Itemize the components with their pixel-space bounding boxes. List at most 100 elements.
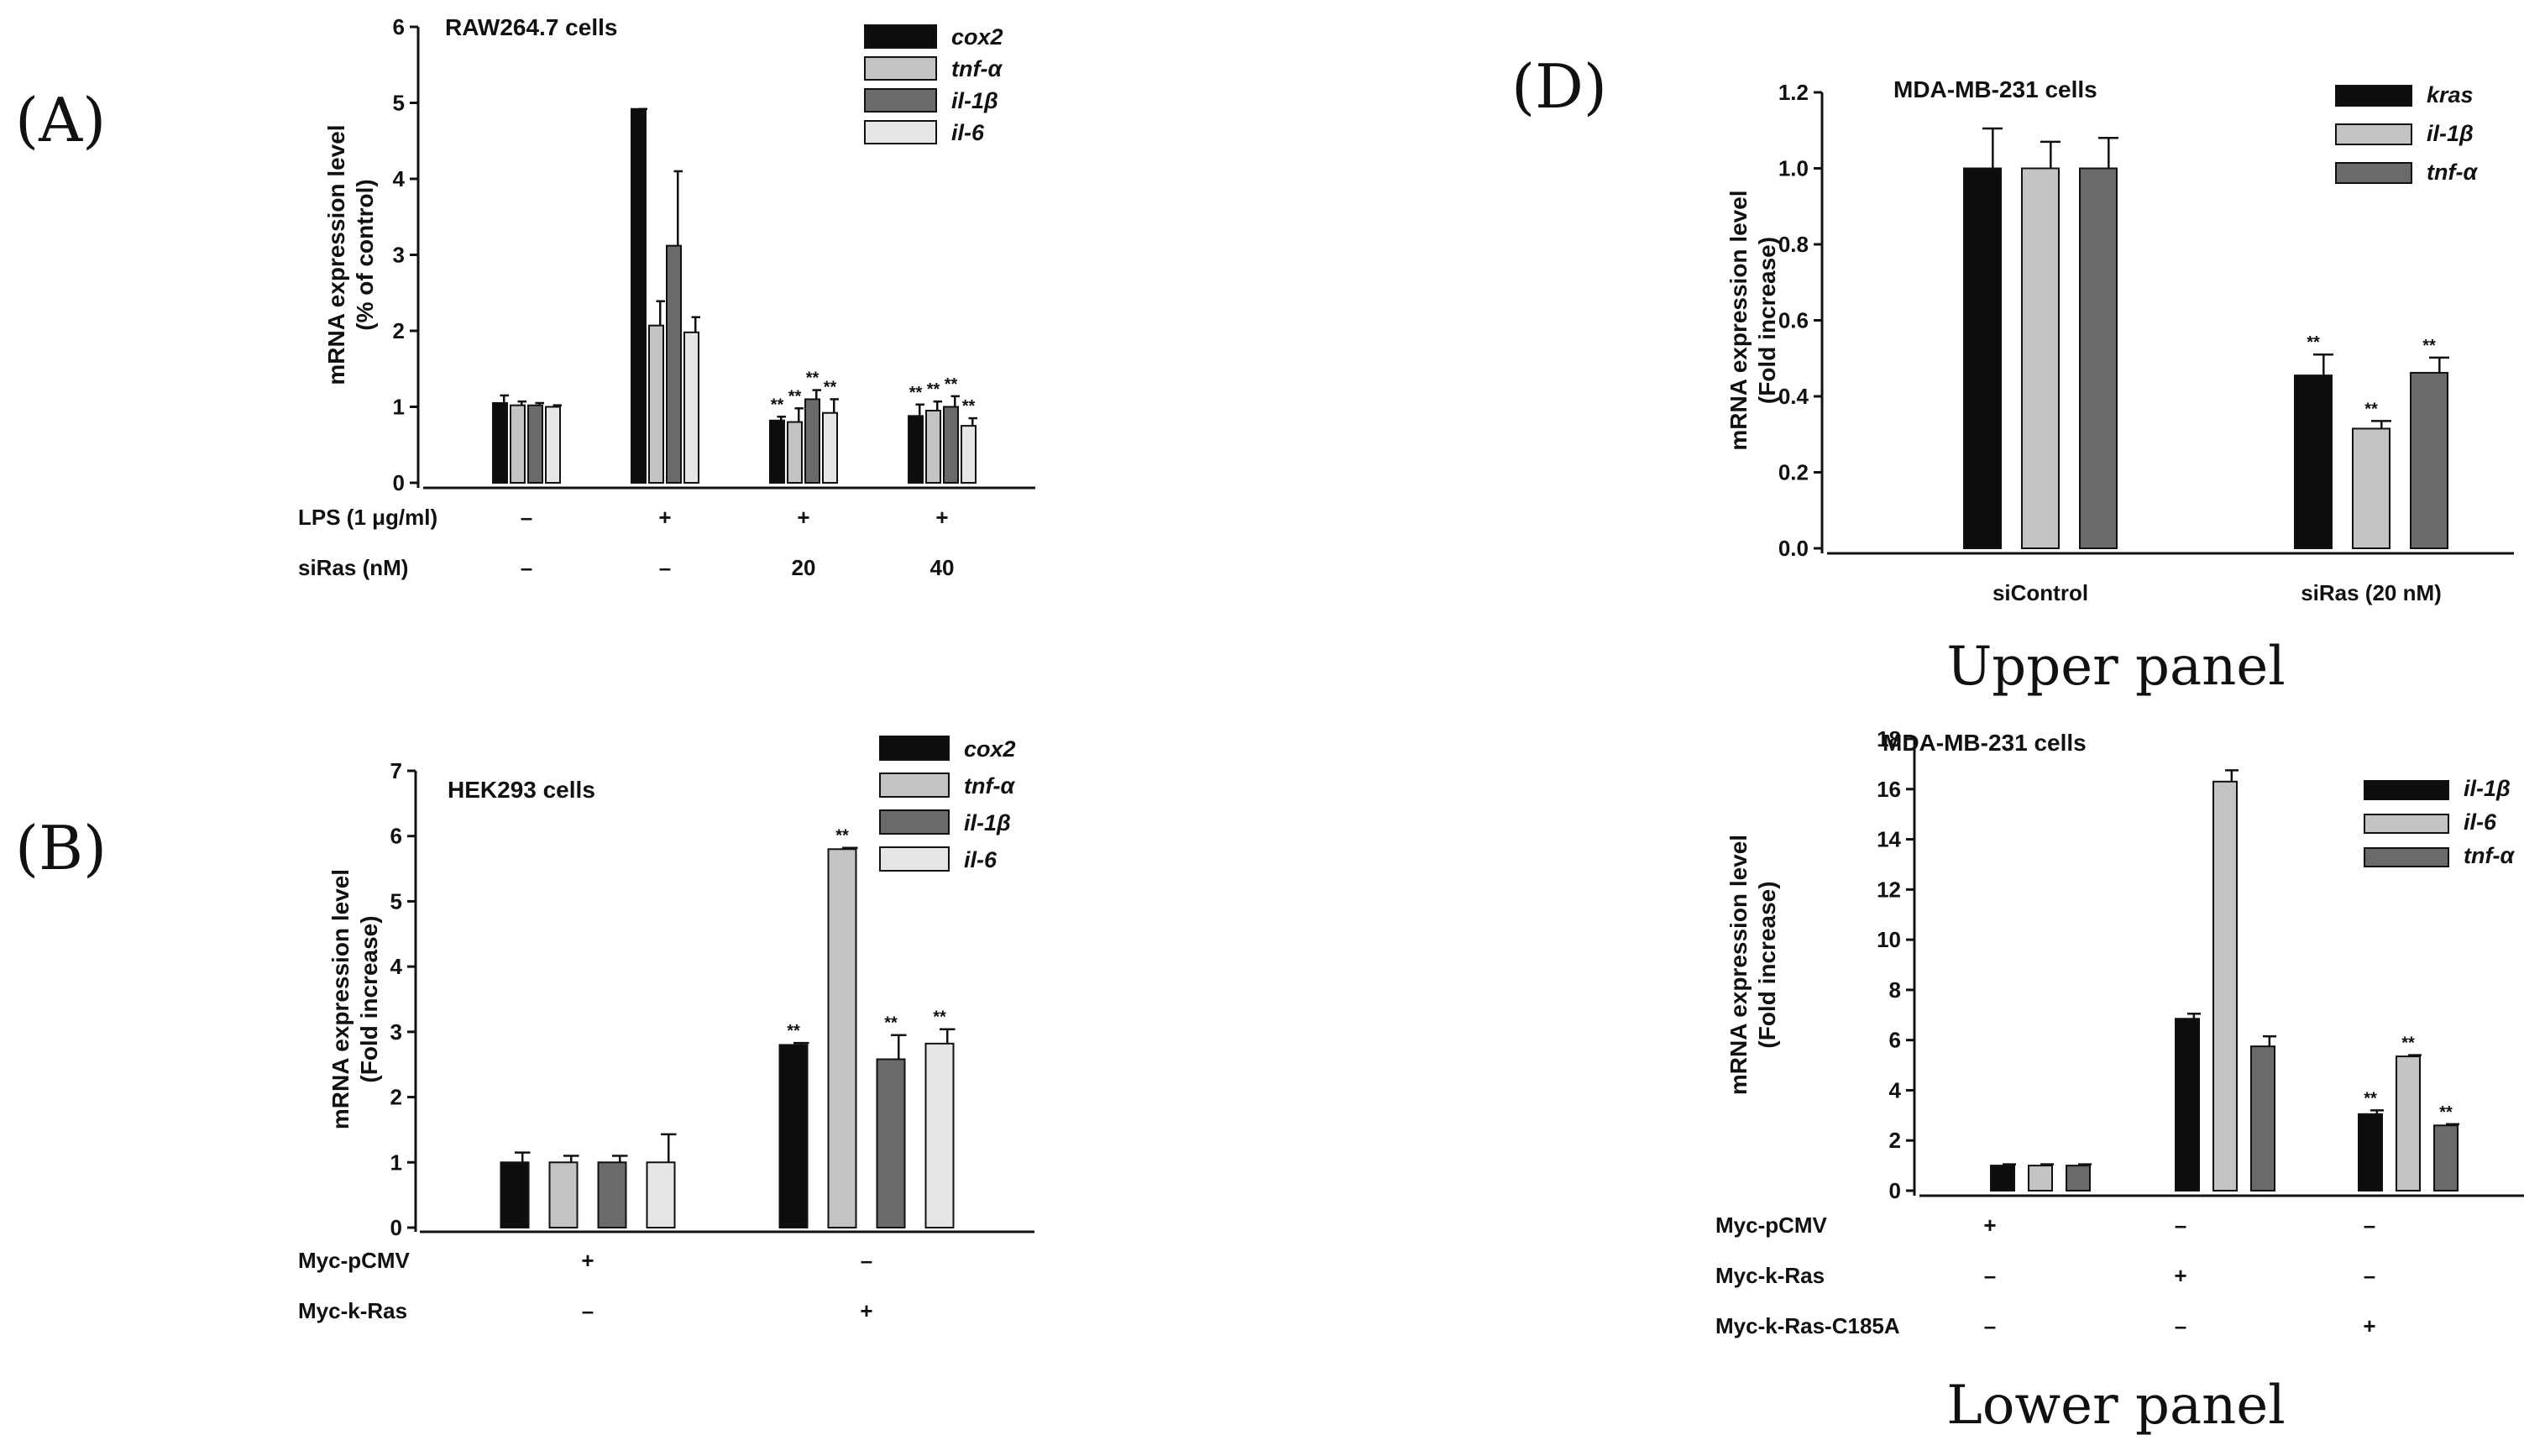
condition-cell: –	[861, 1248, 872, 1273]
legend-swatch	[879, 809, 950, 835]
y-tick-label: 1.2	[1778, 80, 1809, 105]
bar-il-1--1	[2175, 1018, 2200, 1192]
panel-letter-a: (A)	[15, 85, 106, 155]
bar-il-1--0	[597, 1161, 627, 1229]
significance-stars: **	[788, 387, 802, 406]
legend-swatch	[879, 773, 950, 798]
bar-tnf--1	[648, 324, 664, 484]
condition-cell: –	[2364, 1263, 2375, 1288]
bar-il-6-0	[646, 1161, 676, 1229]
y-tick-label: 12	[1877, 877, 1901, 902]
y-tick-label: 2	[393, 318, 405, 343]
bar-il-1--0	[1990, 1165, 2015, 1192]
condition-cell: 20	[792, 555, 816, 580]
bar-tnf--1	[2250, 1045, 2275, 1192]
legend-label: kras	[2427, 82, 2474, 107]
bar-il-6-3	[961, 425, 977, 484]
caption-upper-panel: Upper panel	[1946, 636, 2285, 698]
bar-tnf--0	[2066, 1165, 2091, 1192]
y-tick-label: 14	[1877, 827, 1901, 852]
bar-il-1--2	[804, 398, 820, 484]
condition-label: Myc-k-Ras	[298, 1298, 407, 1323]
y-tick-label: 4	[393, 166, 406, 191]
legend-label: tnf-α	[2427, 160, 2478, 185]
y-tick-label: 6	[1889, 1028, 1901, 1053]
legend-label: cox2	[951, 24, 1003, 50]
bar-tnf--2	[787, 421, 803, 484]
y-tick-label: 1	[393, 395, 405, 420]
y-axis-title: mRNA expression level	[1725, 835, 1752, 1095]
condition-label: Myc-pCMV	[298, 1248, 411, 1273]
y-tick-label: 2	[1889, 1128, 1901, 1153]
bar-il-1--2	[2358, 1113, 2383, 1192]
y-axis-title: mRNA expression level	[323, 124, 349, 385]
y-tick-label: 6	[393, 14, 405, 39]
significance-stars: **	[2307, 333, 2320, 352]
legend-swatch	[2364, 780, 2449, 800]
condition-label: Myc-pCMV	[1715, 1212, 1828, 1238]
chart-title: HEK293 cells	[448, 777, 595, 803]
legend-swatch	[2335, 123, 2412, 145]
bar-il-1--3	[943, 406, 959, 484]
condition-cell: –	[1984, 1313, 1996, 1338]
y-tick-label: 0	[390, 1215, 402, 1240]
condition-cell: +	[2174, 1263, 2186, 1288]
y-tick-label: 16	[1877, 777, 1901, 802]
legend-swatch	[2335, 85, 2412, 107]
condition-cell: –	[2364, 1212, 2375, 1238]
bar-cox2-2	[769, 419, 785, 484]
y-axis-subtitle: (% of control)	[352, 179, 378, 330]
legend-swatch	[2364, 847, 2449, 867]
condition-cell: +	[797, 505, 809, 530]
y-tick-label: 0.0	[1778, 536, 1809, 561]
y-tick-label: 7	[390, 758, 402, 783]
y-axis-subtitle: (Fold increase)	[1754, 237, 1780, 404]
y-tick-label: 0	[393, 470, 405, 495]
bar-tnf--1	[2410, 371, 2448, 549]
condition-cell: 40	[930, 555, 955, 580]
condition-cell: –	[582, 1298, 594, 1323]
y-tick-label: 4	[1889, 1077, 1902, 1102]
condition-label: siRas (nM)	[298, 555, 408, 580]
legend-label: tnf-α	[2464, 843, 2515, 868]
y-tick-label: 0	[1889, 1178, 1901, 1203]
bar-kras-0	[1963, 167, 2002, 549]
bar-il-6-0	[2028, 1165, 2053, 1192]
legend-label: il-1β	[964, 810, 1011, 835]
significance-stars: **	[2422, 337, 2436, 355]
condition-cell: –	[521, 505, 532, 530]
panel-letter-b: (B)	[15, 813, 107, 883]
significance-stars: **	[2364, 1089, 2377, 1108]
significance-stars: **	[909, 384, 923, 402]
y-axis-subtitle: (Fold increase)	[1754, 881, 1780, 1048]
legend-label: il-6	[951, 120, 985, 145]
bar-cox2-0	[500, 1161, 530, 1229]
bar-cox2-0	[492, 401, 508, 484]
bar-il-1--1	[876, 1058, 906, 1229]
significance-stars: **	[835, 827, 849, 846]
bar-il-1--1	[2352, 427, 2390, 549]
significance-stars: **	[787, 1022, 800, 1040]
y-tick-label: 1	[390, 1150, 402, 1175]
bar-il-1--0	[527, 404, 543, 484]
condition-cell: –	[2175, 1313, 2186, 1338]
chart-d-lower: 0 2 4 6 8 10 12 14 16 18 mRNA expression level (Fol…	[1715, 726, 2524, 1338]
bar-cox2-3	[908, 415, 924, 484]
bar-il-6-1	[683, 331, 699, 484]
legend-swatch	[864, 120, 937, 144]
bar-tnf--0	[2079, 167, 2118, 549]
significance-stars: **	[927, 380, 940, 399]
legend-label: il-1β	[2464, 776, 2511, 801]
chart-b-hek293: 0 1 2 3 4 5 6 7 mRNA expression level (Fold incre…	[298, 736, 1034, 1323]
legend-swatch	[2364, 814, 2449, 834]
chart-d-upper: 0.0 0.2 0.4 0.6 0.8 1.0 1.2 mRNA expression lev…	[1725, 76, 2514, 605]
legend-label: il-6	[2464, 809, 2497, 835]
condition-cell: +	[581, 1248, 594, 1273]
significance-stars: **	[962, 397, 976, 416]
bar-tnf--3	[925, 410, 941, 484]
y-tick-label: 0.6	[1778, 308, 1809, 333]
bar-kras-1	[2294, 374, 2333, 549]
y-tick-label: 10	[1877, 927, 1901, 952]
y-tick-label: 0.2	[1778, 460, 1809, 485]
